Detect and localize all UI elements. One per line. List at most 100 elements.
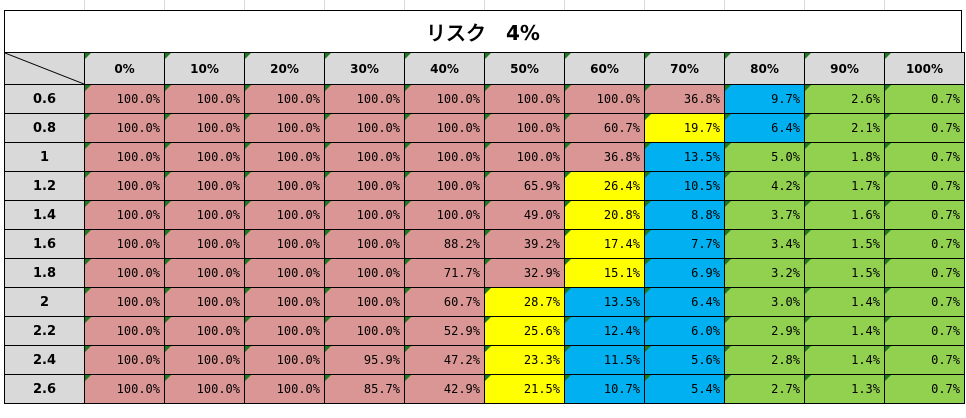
value-cell[interactable]: 0.7% [884,171,965,201]
column-header[interactable]: 10% [164,52,245,85]
column-header[interactable]: 100% [884,52,965,85]
value-cell[interactable]: 100.0% [484,84,565,114]
column-header[interactable]: 90% [804,52,885,85]
value-cell[interactable]: 100.0% [164,171,245,201]
value-cell[interactable]: 100.0% [244,258,325,288]
value-cell[interactable]: 100.0% [164,113,245,143]
row-header[interactable]: 0.6 [4,84,85,114]
value-cell[interactable]: 100.0% [244,200,325,230]
value-cell[interactable]: 47.2% [404,345,485,375]
value-cell[interactable]: 100.0% [324,84,405,114]
value-cell[interactable]: 2.7% [724,374,805,404]
value-cell[interactable]: 3.4% [724,229,805,259]
value-cell[interactable]: 100.0% [324,287,405,317]
value-cell[interactable]: 6.4% [644,287,725,317]
value-cell[interactable]: 100.0% [244,345,325,375]
column-header[interactable]: 70% [644,52,725,85]
value-cell[interactable]: 100.0% [84,200,165,230]
value-cell[interactable]: 1.7% [804,171,885,201]
value-cell[interactable]: 1.8% [804,142,885,172]
value-cell[interactable]: 100.0% [164,200,245,230]
value-cell[interactable]: 100.0% [324,258,405,288]
row-header[interactable]: 2.4 [4,345,85,375]
value-cell[interactable]: 100.0% [84,345,165,375]
value-cell[interactable]: 1.5% [804,229,885,259]
value-cell[interactable]: 6.9% [644,258,725,288]
value-cell[interactable]: 100.0% [324,142,405,172]
value-cell[interactable]: 88.2% [404,229,485,259]
value-cell[interactable]: 100.0% [164,229,245,259]
value-cell[interactable]: 0.7% [884,316,965,346]
value-cell[interactable]: 65.9% [484,171,565,201]
value-cell[interactable]: 0.7% [884,229,965,259]
value-cell[interactable]: 3.7% [724,200,805,230]
value-cell[interactable]: 0.7% [884,84,965,114]
value-cell[interactable]: 60.7% [564,113,645,143]
value-cell[interactable]: 20.8% [564,200,645,230]
row-header[interactable]: 2.6 [4,374,85,404]
value-cell[interactable]: 1.4% [804,287,885,317]
value-cell[interactable]: 95.9% [324,345,405,375]
value-cell[interactable]: 49.0% [484,200,565,230]
value-cell[interactable]: 13.5% [644,142,725,172]
corner-cell[interactable] [4,52,85,85]
column-header[interactable]: 60% [564,52,645,85]
value-cell[interactable]: 100.0% [164,258,245,288]
value-cell[interactable]: 3.2% [724,258,805,288]
value-cell[interactable]: 2.8% [724,345,805,375]
value-cell[interactable]: 6.0% [644,316,725,346]
value-cell[interactable]: 100.0% [84,374,165,404]
value-cell[interactable]: 0.7% [884,345,965,375]
value-cell[interactable]: 0.7% [884,200,965,230]
column-header[interactable]: 30% [324,52,405,85]
value-cell[interactable]: 100.0% [84,171,165,201]
row-header[interactable]: 0.8 [4,113,85,143]
value-cell[interactable]: 42.9% [404,374,485,404]
value-cell[interactable]: 100.0% [244,113,325,143]
value-cell[interactable]: 23.3% [484,345,565,375]
value-cell[interactable]: 11.5% [564,345,645,375]
value-cell[interactable]: 100.0% [164,374,245,404]
value-cell[interactable]: 5.4% [644,374,725,404]
column-header[interactable]: 40% [404,52,485,85]
value-cell[interactable]: 100.0% [404,113,485,143]
value-cell[interactable]: 100.0% [84,316,165,346]
column-header[interactable]: 50% [484,52,565,85]
column-header[interactable]: 0% [84,52,165,85]
value-cell[interactable]: 0.7% [884,258,965,288]
value-cell[interactable]: 10.5% [644,171,725,201]
value-cell[interactable]: 100.0% [244,171,325,201]
value-cell[interactable]: 25.6% [484,316,565,346]
value-cell[interactable]: 3.0% [724,287,805,317]
value-cell[interactable]: 100.0% [164,142,245,172]
value-cell[interactable]: 1.4% [804,345,885,375]
value-cell[interactable]: 32.9% [484,258,565,288]
column-header[interactable]: 80% [724,52,805,85]
value-cell[interactable]: 100.0% [324,171,405,201]
value-cell[interactable]: 0.7% [884,142,965,172]
value-cell[interactable]: 1.4% [804,316,885,346]
value-cell[interactable]: 100.0% [164,287,245,317]
value-cell[interactable]: 100.0% [164,84,245,114]
value-cell[interactable]: 100.0% [84,84,165,114]
value-cell[interactable]: 100.0% [244,142,325,172]
value-cell[interactable]: 9.7% [724,84,805,114]
value-cell[interactable]: 100.0% [84,287,165,317]
value-cell[interactable]: 6.4% [724,113,805,143]
value-cell[interactable]: 4.2% [724,171,805,201]
value-cell[interactable]: 100.0% [244,374,325,404]
value-cell[interactable]: 100.0% [84,142,165,172]
value-cell[interactable]: 100.0% [164,316,245,346]
value-cell[interactable]: 100.0% [324,229,405,259]
value-cell[interactable]: 8.8% [644,200,725,230]
value-cell[interactable]: 26.4% [564,171,645,201]
row-header[interactable]: 1 [4,142,85,172]
value-cell[interactable]: 1.3% [804,374,885,404]
value-cell[interactable]: 100.0% [404,142,485,172]
value-cell[interactable]: 15.1% [564,258,645,288]
value-cell[interactable]: 100.0% [484,113,565,143]
value-cell[interactable]: 52.9% [404,316,485,346]
value-cell[interactable]: 100.0% [244,316,325,346]
row-header[interactable]: 1.4 [4,200,85,230]
value-cell[interactable]: 0.7% [884,113,965,143]
